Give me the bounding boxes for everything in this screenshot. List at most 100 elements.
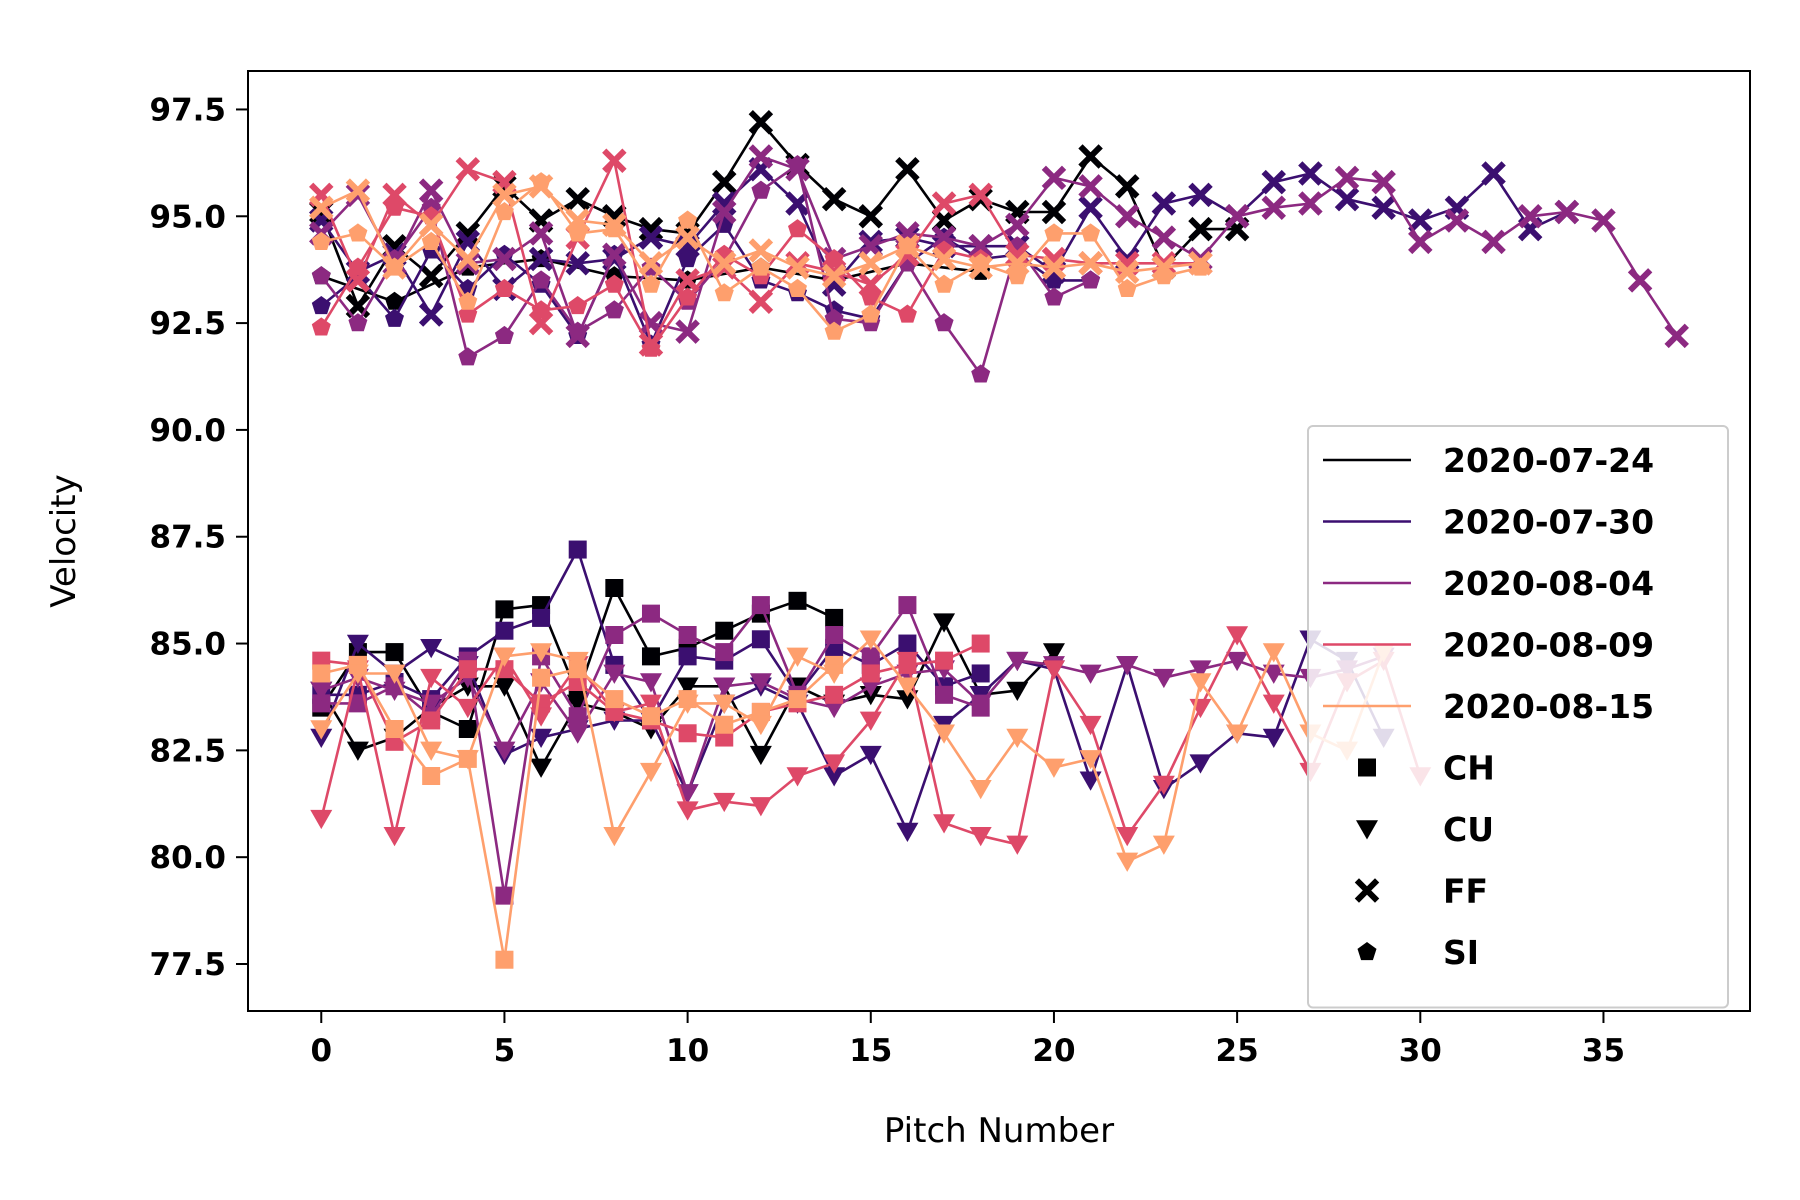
data-point-si bbox=[348, 223, 368, 242]
data-point-cu bbox=[933, 814, 956, 834]
data-point-cu bbox=[896, 822, 919, 842]
data-point-ch bbox=[495, 621, 514, 640]
data-point-ff bbox=[931, 246, 957, 272]
x-tick-label: 5 bbox=[494, 1033, 516, 1069]
data-point-si bbox=[531, 300, 551, 319]
data-point-ff bbox=[1481, 161, 1506, 186]
data-point-ff bbox=[1334, 165, 1360, 191]
data-point-ff bbox=[1078, 144, 1103, 169]
data-point-cu bbox=[639, 694, 662, 714]
data-point-ch bbox=[678, 626, 697, 644]
data-point-ff bbox=[1005, 212, 1030, 238]
data-point-si bbox=[1191, 257, 1210, 276]
data-point-si bbox=[824, 249, 844, 268]
data-point-ch bbox=[788, 591, 807, 610]
x-tick-label: 15 bbox=[849, 1033, 892, 1069]
data-point-ch bbox=[971, 634, 990, 653]
data-point-ff bbox=[968, 233, 993, 259]
data-point-ff bbox=[858, 251, 884, 276]
data-point-cu bbox=[1006, 651, 1029, 672]
data-point-cu bbox=[1262, 664, 1285, 684]
data-point-cu bbox=[896, 651, 919, 672]
data-point-ff bbox=[1114, 204, 1140, 229]
data-point-ch bbox=[422, 711, 441, 730]
data-point-ff bbox=[968, 182, 993, 208]
data-point-si bbox=[568, 296, 588, 315]
data-point-ch bbox=[641, 707, 660, 726]
data-point-si bbox=[1081, 223, 1101, 242]
data-point-ff bbox=[675, 268, 700, 293]
data-point-ch bbox=[495, 950, 514, 969]
data-point-ff bbox=[345, 178, 371, 203]
data-point-si bbox=[385, 257, 404, 276]
data-point-si bbox=[897, 236, 917, 255]
data-point-ch bbox=[532, 608, 551, 627]
data-point-si bbox=[311, 296, 331, 315]
data-point-ff bbox=[565, 186, 590, 212]
data-point-ff bbox=[528, 246, 554, 272]
data-point-ff bbox=[1334, 186, 1360, 212]
data-point-si bbox=[751, 180, 771, 199]
data-point-cu bbox=[1006, 728, 1029, 748]
data-point-ch bbox=[495, 886, 514, 905]
data-point-ff bbox=[1408, 208, 1433, 233]
data-point-ff bbox=[638, 251, 664, 276]
data-point-cu bbox=[749, 745, 772, 766]
data-point-cu bbox=[1189, 673, 1212, 693]
data-point-si bbox=[385, 197, 404, 216]
data-point-ff bbox=[1444, 208, 1470, 233]
data-point-ch bbox=[971, 664, 990, 683]
data-point-ff bbox=[1078, 251, 1103, 276]
data-point-ch bbox=[348, 694, 367, 713]
data-point-si bbox=[531, 270, 551, 289]
data-point-ff bbox=[785, 191, 810, 216]
data-point-ff bbox=[1261, 195, 1287, 220]
data-point-ff bbox=[455, 251, 481, 276]
data-point-cu bbox=[346, 741, 369, 761]
data-point-ch bbox=[861, 664, 880, 683]
data-point-si bbox=[1007, 266, 1027, 285]
data-point-cu bbox=[1226, 724, 1249, 744]
plot-frame bbox=[247, 70, 1751, 1012]
data-point-cu bbox=[859, 630, 882, 650]
legend-label: 2020-08-15 bbox=[1443, 687, 1654, 726]
data-point-ch bbox=[532, 668, 551, 687]
legend-label: CU bbox=[1443, 810, 1494, 849]
data-point-ff bbox=[565, 208, 590, 233]
data-point-cu bbox=[493, 741, 516, 761]
data-point-si bbox=[311, 266, 331, 285]
data-point-cu bbox=[676, 784, 699, 804]
data-point-cu bbox=[1006, 835, 1029, 855]
data-point-ch bbox=[312, 694, 331, 713]
data-point-ch bbox=[312, 664, 331, 683]
data-point-ff bbox=[675, 225, 700, 250]
data-point-ch bbox=[825, 608, 844, 627]
data-point-ff bbox=[931, 225, 957, 250]
data-point-cu bbox=[530, 643, 553, 663]
data-point-ff bbox=[1591, 208, 1616, 233]
data-point-si bbox=[1154, 266, 1174, 285]
y-tick-label: 95.0 bbox=[150, 199, 227, 235]
data-point-ff bbox=[602, 242, 627, 267]
data-point-si bbox=[421, 231, 441, 250]
data-point-cu bbox=[749, 673, 772, 693]
data-point-si bbox=[971, 253, 991, 272]
data-point-si bbox=[458, 347, 478, 366]
data-point-ff bbox=[748, 238, 774, 263]
data-point-ff bbox=[1041, 199, 1067, 225]
data-point-ff bbox=[1041, 165, 1067, 191]
data-point-cu bbox=[676, 801, 699, 821]
data-point-ff bbox=[492, 182, 517, 208]
data-point-cu bbox=[969, 827, 992, 847]
data-point-cu bbox=[566, 694, 589, 714]
data-point-cu bbox=[420, 639, 443, 659]
data-point-ff bbox=[712, 169, 737, 195]
data-point-cu bbox=[383, 827, 406, 847]
data-point-cu bbox=[1189, 660, 1212, 680]
data-point-ff bbox=[638, 225, 664, 250]
data-point-ff bbox=[309, 195, 334, 220]
data-point-ch bbox=[825, 685, 844, 704]
data-point-cu bbox=[1079, 664, 1102, 684]
data-point-cu bbox=[456, 698, 479, 719]
